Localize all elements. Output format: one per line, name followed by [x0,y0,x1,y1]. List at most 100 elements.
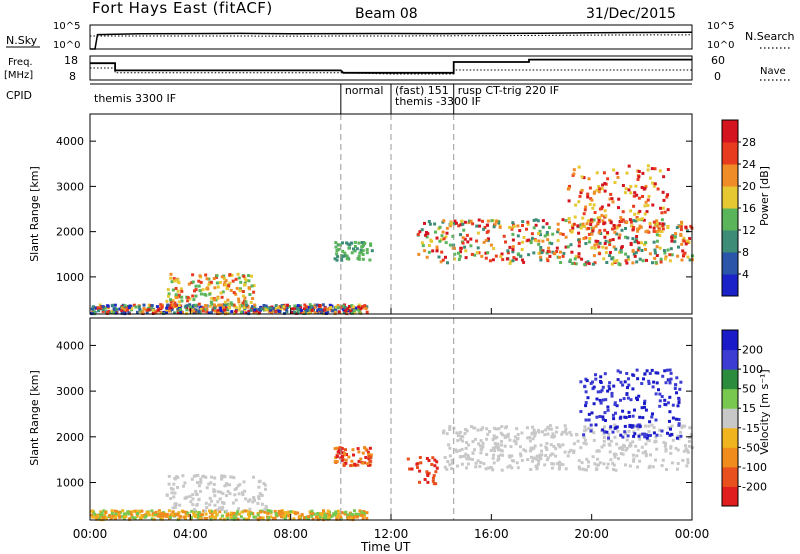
scatter-cell [574,255,578,259]
scatter-cell [244,300,248,304]
scatter-cell [304,309,308,313]
scatter-cell [669,377,673,381]
scatter-cell [489,466,493,469]
colorbar-swatch [722,466,738,487]
scatter-cell [227,284,231,288]
velocity-cpid-markers [340,318,455,520]
scatter-cell [647,434,651,438]
scatter-cell [545,222,549,226]
scatter-cell [670,424,674,428]
scatter-cell [129,511,133,514]
scatter-cell [298,514,302,518]
scatter-cell [686,450,690,454]
scatter-cell [612,468,615,471]
scatter-cell [270,311,274,315]
scatter-cell [609,439,613,443]
scatter-cell [592,385,596,389]
scatter-cell [637,227,641,231]
scatter-cell [248,293,252,296]
scatter-cell [358,509,362,513]
scatter-cell [661,374,665,378]
colorbar-tick-label: 4 [742,268,749,281]
scatter-cell [582,212,586,216]
scatter-cell [191,273,195,277]
scatter-cell [648,372,652,375]
scatter-cell [269,306,273,310]
scatter-cell [559,261,563,264]
scatter-cell [631,373,635,377]
scatter-cell [464,249,468,253]
scatter-cell [181,474,185,478]
scatter-cell [682,254,685,258]
scatter-cell [665,468,668,471]
scatter-cell [229,515,233,519]
scatter-cell [682,252,686,256]
scatter-cell [575,433,579,437]
scatter-cell [92,309,96,313]
scatter-cell [580,461,584,465]
scatter-cell [115,308,119,312]
scatter-cell [128,304,132,308]
scatter-cell [608,254,612,258]
scatter-cell [122,512,126,516]
scatter-cell [598,252,602,256]
scatter-cell [345,241,349,245]
scatter-cell [169,486,173,490]
scatter-cell [262,304,266,307]
scatter-cell [185,308,189,312]
scatter-cell [431,479,435,483]
scatter-cell [328,513,332,517]
scatter-cell [674,232,678,236]
scatter-cell [274,512,278,516]
scatter-cell [687,444,691,448]
scatter-cell [612,168,616,172]
scatter-cell [245,303,249,307]
scatter-cell [220,507,224,511]
scatter-cell [324,514,328,517]
scatter-cell [91,307,94,311]
scatter-cell [140,509,144,513]
scatter-cell [492,247,496,250]
scatter-cell [643,399,647,403]
scatter-cell [174,502,178,506]
scatter-cell [637,218,641,222]
scatter-cell [229,301,233,305]
scatter-cell [607,240,611,244]
scatter-cell [634,251,638,255]
scatter-cell [340,447,344,451]
scatter-cell [661,222,665,226]
scatter-cell [511,238,515,242]
scatter-cell [101,309,105,313]
scatter-cell [201,309,205,313]
scatter-cell [292,510,295,514]
scatter-cell [519,452,522,456]
scatter-cell [534,431,537,435]
scatter-cell [209,481,213,485]
scatter-cell [448,243,452,247]
scatter-cell [602,171,606,175]
scatter-cell [165,515,169,519]
scatter-cell [475,224,479,228]
scatter-cell [657,222,661,226]
scatter-cell [631,440,635,444]
scatter-cell [221,310,225,314]
scatter-cell [659,206,663,210]
scatter-cell [484,238,488,242]
scatter-cell [120,515,124,519]
scatter-cell [536,428,540,432]
scatter-cell [604,419,607,422]
scatter-cell [214,276,218,279]
scatter-cell [287,514,290,518]
scatter-cell [147,511,150,515]
noise-left-tick-bottom: 10^0 [53,40,80,51]
scatter-cell [561,443,565,447]
scatter-cell [257,497,261,501]
scatter-cell [284,516,287,520]
scatter-cell [595,242,599,246]
scatter-cell [689,433,693,437]
scatter-cell [640,406,644,410]
scatter-cell [658,234,662,237]
scatter-cell [191,497,195,501]
scatter-cell [135,514,139,518]
